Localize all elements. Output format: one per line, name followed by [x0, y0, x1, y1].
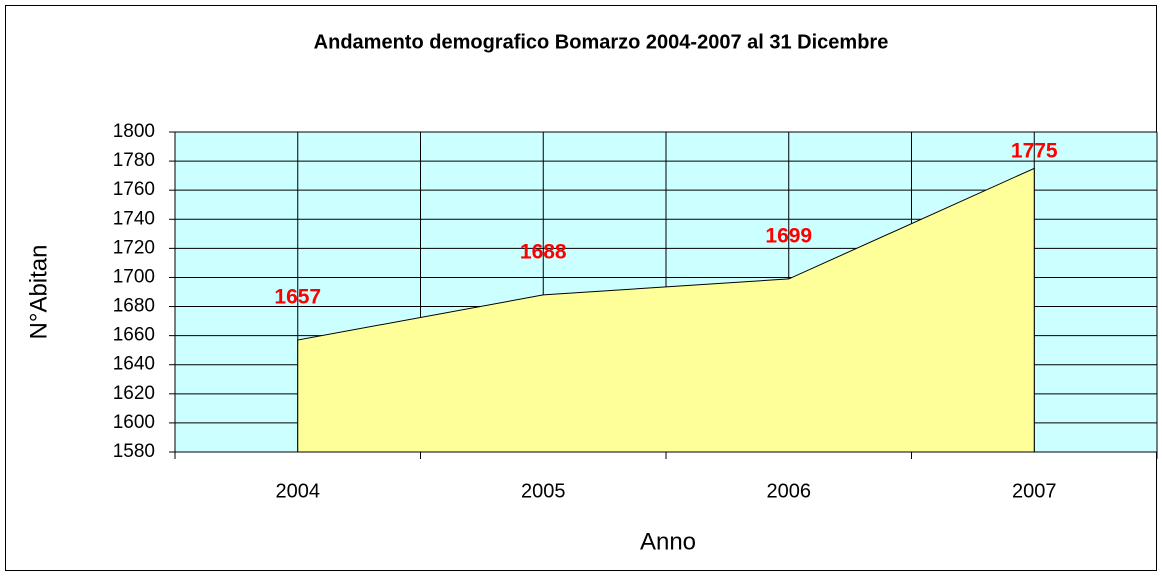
y-tick-label: 1800	[113, 121, 155, 142]
x-tick-label: 2007	[1012, 480, 1057, 502]
y-tick-label: 1580	[113, 441, 155, 462]
y-tick-label: 1700	[113, 266, 155, 287]
x-axis-label: Anno	[640, 528, 696, 555]
chart-title: Andamento demografico Bomarzo 2004-2007 …	[314, 31, 889, 53]
y-tick-label: 1740	[113, 208, 155, 229]
x-tick-label: 2004	[276, 480, 321, 502]
y-tick-label: 1720	[113, 237, 155, 258]
value-label: 1699	[765, 224, 812, 247]
value-label: 1657	[274, 286, 321, 309]
y-axis-label: N°Abitan	[25, 245, 52, 340]
value-label: 1688	[520, 240, 567, 263]
value-label: 1775	[1011, 140, 1058, 163]
y-tick-label: 1760	[113, 179, 155, 200]
y-tick-label: 1660	[113, 325, 155, 346]
y-tick-label: 1640	[113, 354, 155, 375]
y-tick-label: 1680	[113, 296, 155, 317]
x-tick-label: 2006	[767, 480, 812, 502]
y-tick-label: 1600	[113, 412, 155, 433]
y-tick-label: 1780	[113, 150, 155, 171]
x-tick-label: 2005	[521, 480, 566, 502]
y-tick-label: 1620	[113, 383, 155, 404]
